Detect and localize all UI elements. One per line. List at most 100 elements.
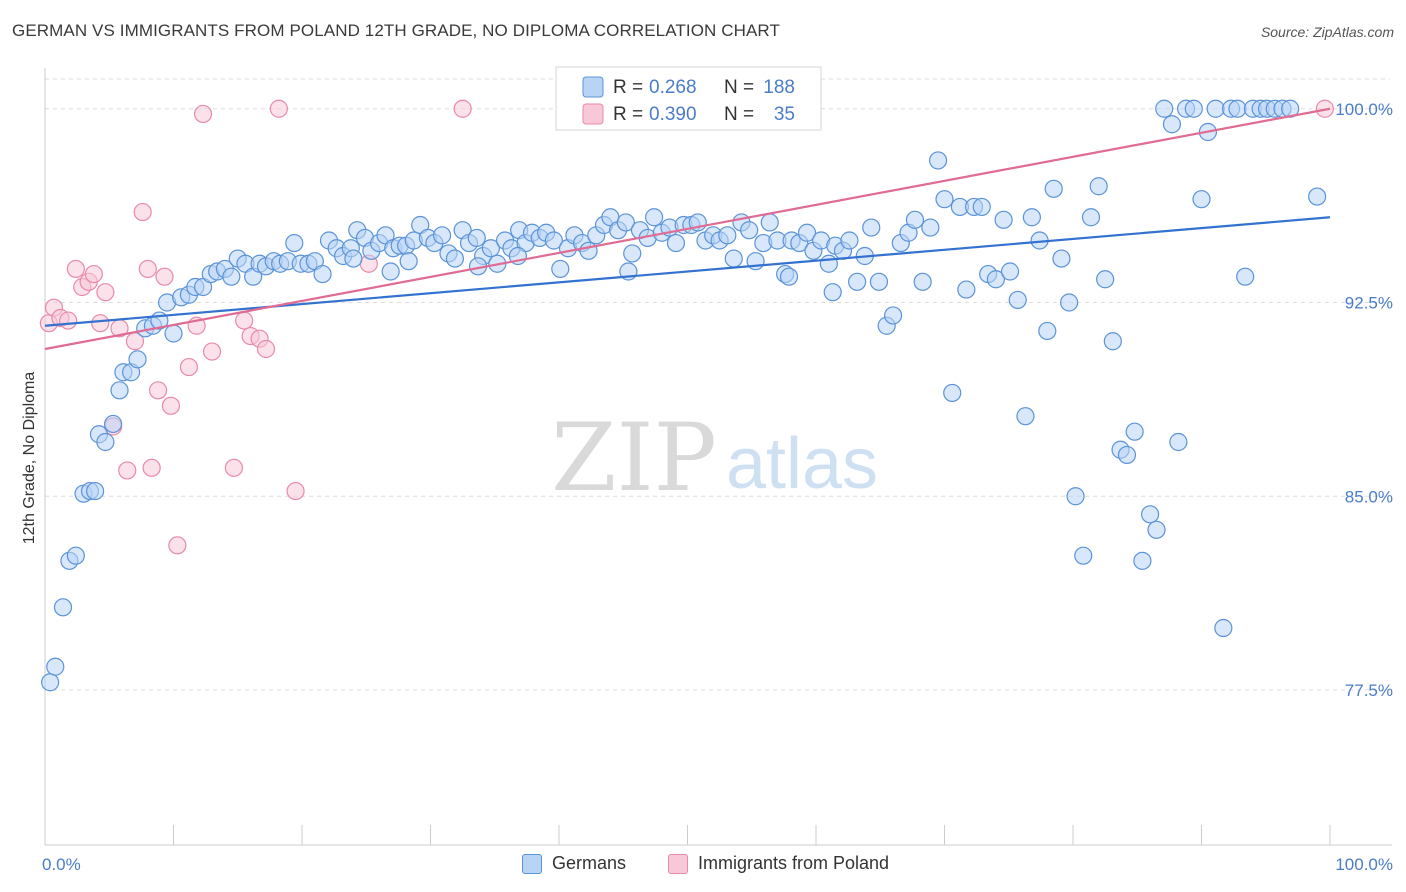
- germans-point: [797, 223, 817, 242]
- immigrants-from-poland-point: [148, 381, 168, 400]
- y-tick-label: 92.5%: [1345, 294, 1393, 313]
- legend-n-value: 188: [763, 77, 795, 98]
- germans-point: [46, 657, 65, 676]
- x-tick-label-min: 0.0%: [42, 855, 81, 874]
- germans-point: [467, 228, 486, 248]
- axes: [44, 68, 1392, 846]
- germans-point: [840, 231, 859, 250]
- germans-point: [544, 231, 563, 250]
- immigrants-from-poland-point: [286, 481, 305, 501]
- germans-point: [579, 241, 598, 260]
- trendline-germans: [44, 216, 1331, 327]
- germans-point: [935, 190, 954, 209]
- germans-point: [1214, 618, 1233, 638]
- germans-point: [1022, 208, 1041, 227]
- germans-point: [432, 226, 452, 245]
- y-tick-label: 77.5%: [1345, 681, 1393, 700]
- immigrants-from-poland-point: [138, 259, 157, 279]
- germans-point: [644, 208, 664, 227]
- legend: R = 0.268 N = 188 R = 0.390 N = 35: [555, 66, 822, 131]
- legend-r-value: 0.268: [649, 77, 697, 98]
- germans-point: [1103, 332, 1122, 351]
- germans-point: [1162, 115, 1182, 134]
- germans-point: [913, 272, 932, 291]
- germans-point: [823, 283, 842, 302]
- legend-r-value: 0.390: [649, 104, 697, 125]
- germans-point: [164, 324, 183, 343]
- germans-point: [994, 210, 1013, 229]
- germans-point: [551, 259, 570, 279]
- legend-swatch: [582, 76, 604, 98]
- germans-point: [862, 218, 881, 237]
- germans-point: [1228, 99, 1247, 118]
- germans-point: [1052, 249, 1071, 268]
- immigrants-from-poland-point: [161, 396, 181, 415]
- immigrants-from-poland-point: [66, 259, 85, 279]
- germans-point: [222, 267, 241, 286]
- germans-point: [1169, 432, 1188, 452]
- immigrants-from-poland-point: [155, 267, 174, 286]
- germans-point: [819, 254, 838, 273]
- germans-point: [883, 306, 903, 325]
- germans-point: [1060, 293, 1079, 312]
- germans-point: [972, 197, 991, 217]
- watermark-zip: ZIP: [551, 404, 717, 513]
- immigrants-from-poland-point: [133, 202, 152, 222]
- germans-point: [1016, 407, 1035, 426]
- germans-point: [848, 272, 867, 291]
- immigrants-from-poland-point: [269, 99, 288, 118]
- immigrants-from-poland-point: [224, 458, 243, 477]
- germans-point: [724, 249, 743, 268]
- legend-label-germans: Germans: [552, 853, 627, 873]
- germans-point: [1038, 321, 1057, 341]
- germans-point: [1066, 487, 1085, 506]
- immigrants-from-poland-point: [193, 104, 213, 124]
- germans-point: [718, 226, 737, 245]
- germans-point: [110, 381, 129, 400]
- immigrants-from-poland-point: [84, 264, 103, 284]
- germans-point: [740, 221, 759, 240]
- immigrants-from-poland-point: [118, 461, 137, 480]
- germans-point: [313, 264, 332, 284]
- x-tick-label-max: 100.0%: [1335, 855, 1393, 874]
- legend-n-value: 35: [774, 104, 795, 125]
- germans-point: [1125, 422, 1144, 441]
- immigrants-from-poland-point: [256, 339, 276, 359]
- immigrants-from-poland-point: [202, 342, 222, 361]
- germans-point: [1236, 267, 1255, 286]
- immigrants-from-poland-point: [179, 357, 199, 377]
- germans-point: [41, 673, 60, 692]
- legend-item-immigrants-from-poland[interactable]: Immigrants from Poland: [668, 853, 889, 874]
- gridlines: [45, 78, 1390, 691]
- germans-point: [616, 213, 635, 232]
- germans-point: [66, 546, 85, 565]
- tick-labels: 77.5% 85.0% 92.5% 100.0% 0.0% 100.0%: [42, 100, 1393, 874]
- watermark: ZIP atlas: [551, 404, 878, 513]
- series-germans: [41, 99, 1327, 692]
- germans-point: [623, 244, 642, 263]
- germans-point: [869, 272, 889, 291]
- legend-n-label: N =: [724, 77, 754, 98]
- germans-point: [1140, 505, 1160, 524]
- germans-point: [1147, 520, 1166, 539]
- immigrants-from-poland-point: [453, 99, 472, 118]
- germans-point: [86, 481, 105, 501]
- legend-item-germans[interactable]: Germans: [522, 853, 626, 874]
- germans-point: [96, 432, 115, 452]
- germans-point: [943, 383, 962, 403]
- germans-point: [1074, 546, 1093, 565]
- trendline-immigrants-from-poland: [44, 107, 1331, 351]
- germans-point: [445, 249, 465, 268]
- germans-point: [53, 598, 73, 617]
- germans-point: [1308, 187, 1327, 206]
- germans-point: [1081, 208, 1101, 227]
- germans-point: [1096, 270, 1115, 289]
- legend-label-immigrants-from-poland: Immigrants from Poland: [698, 853, 890, 873]
- immigrants-from-poland-point: [91, 314, 110, 333]
- germans-point: [986, 270, 1006, 289]
- germans-point: [1117, 445, 1137, 465]
- germans-point: [1133, 551, 1152, 570]
- germans-point: [666, 233, 686, 253]
- germans-point: [905, 210, 925, 229]
